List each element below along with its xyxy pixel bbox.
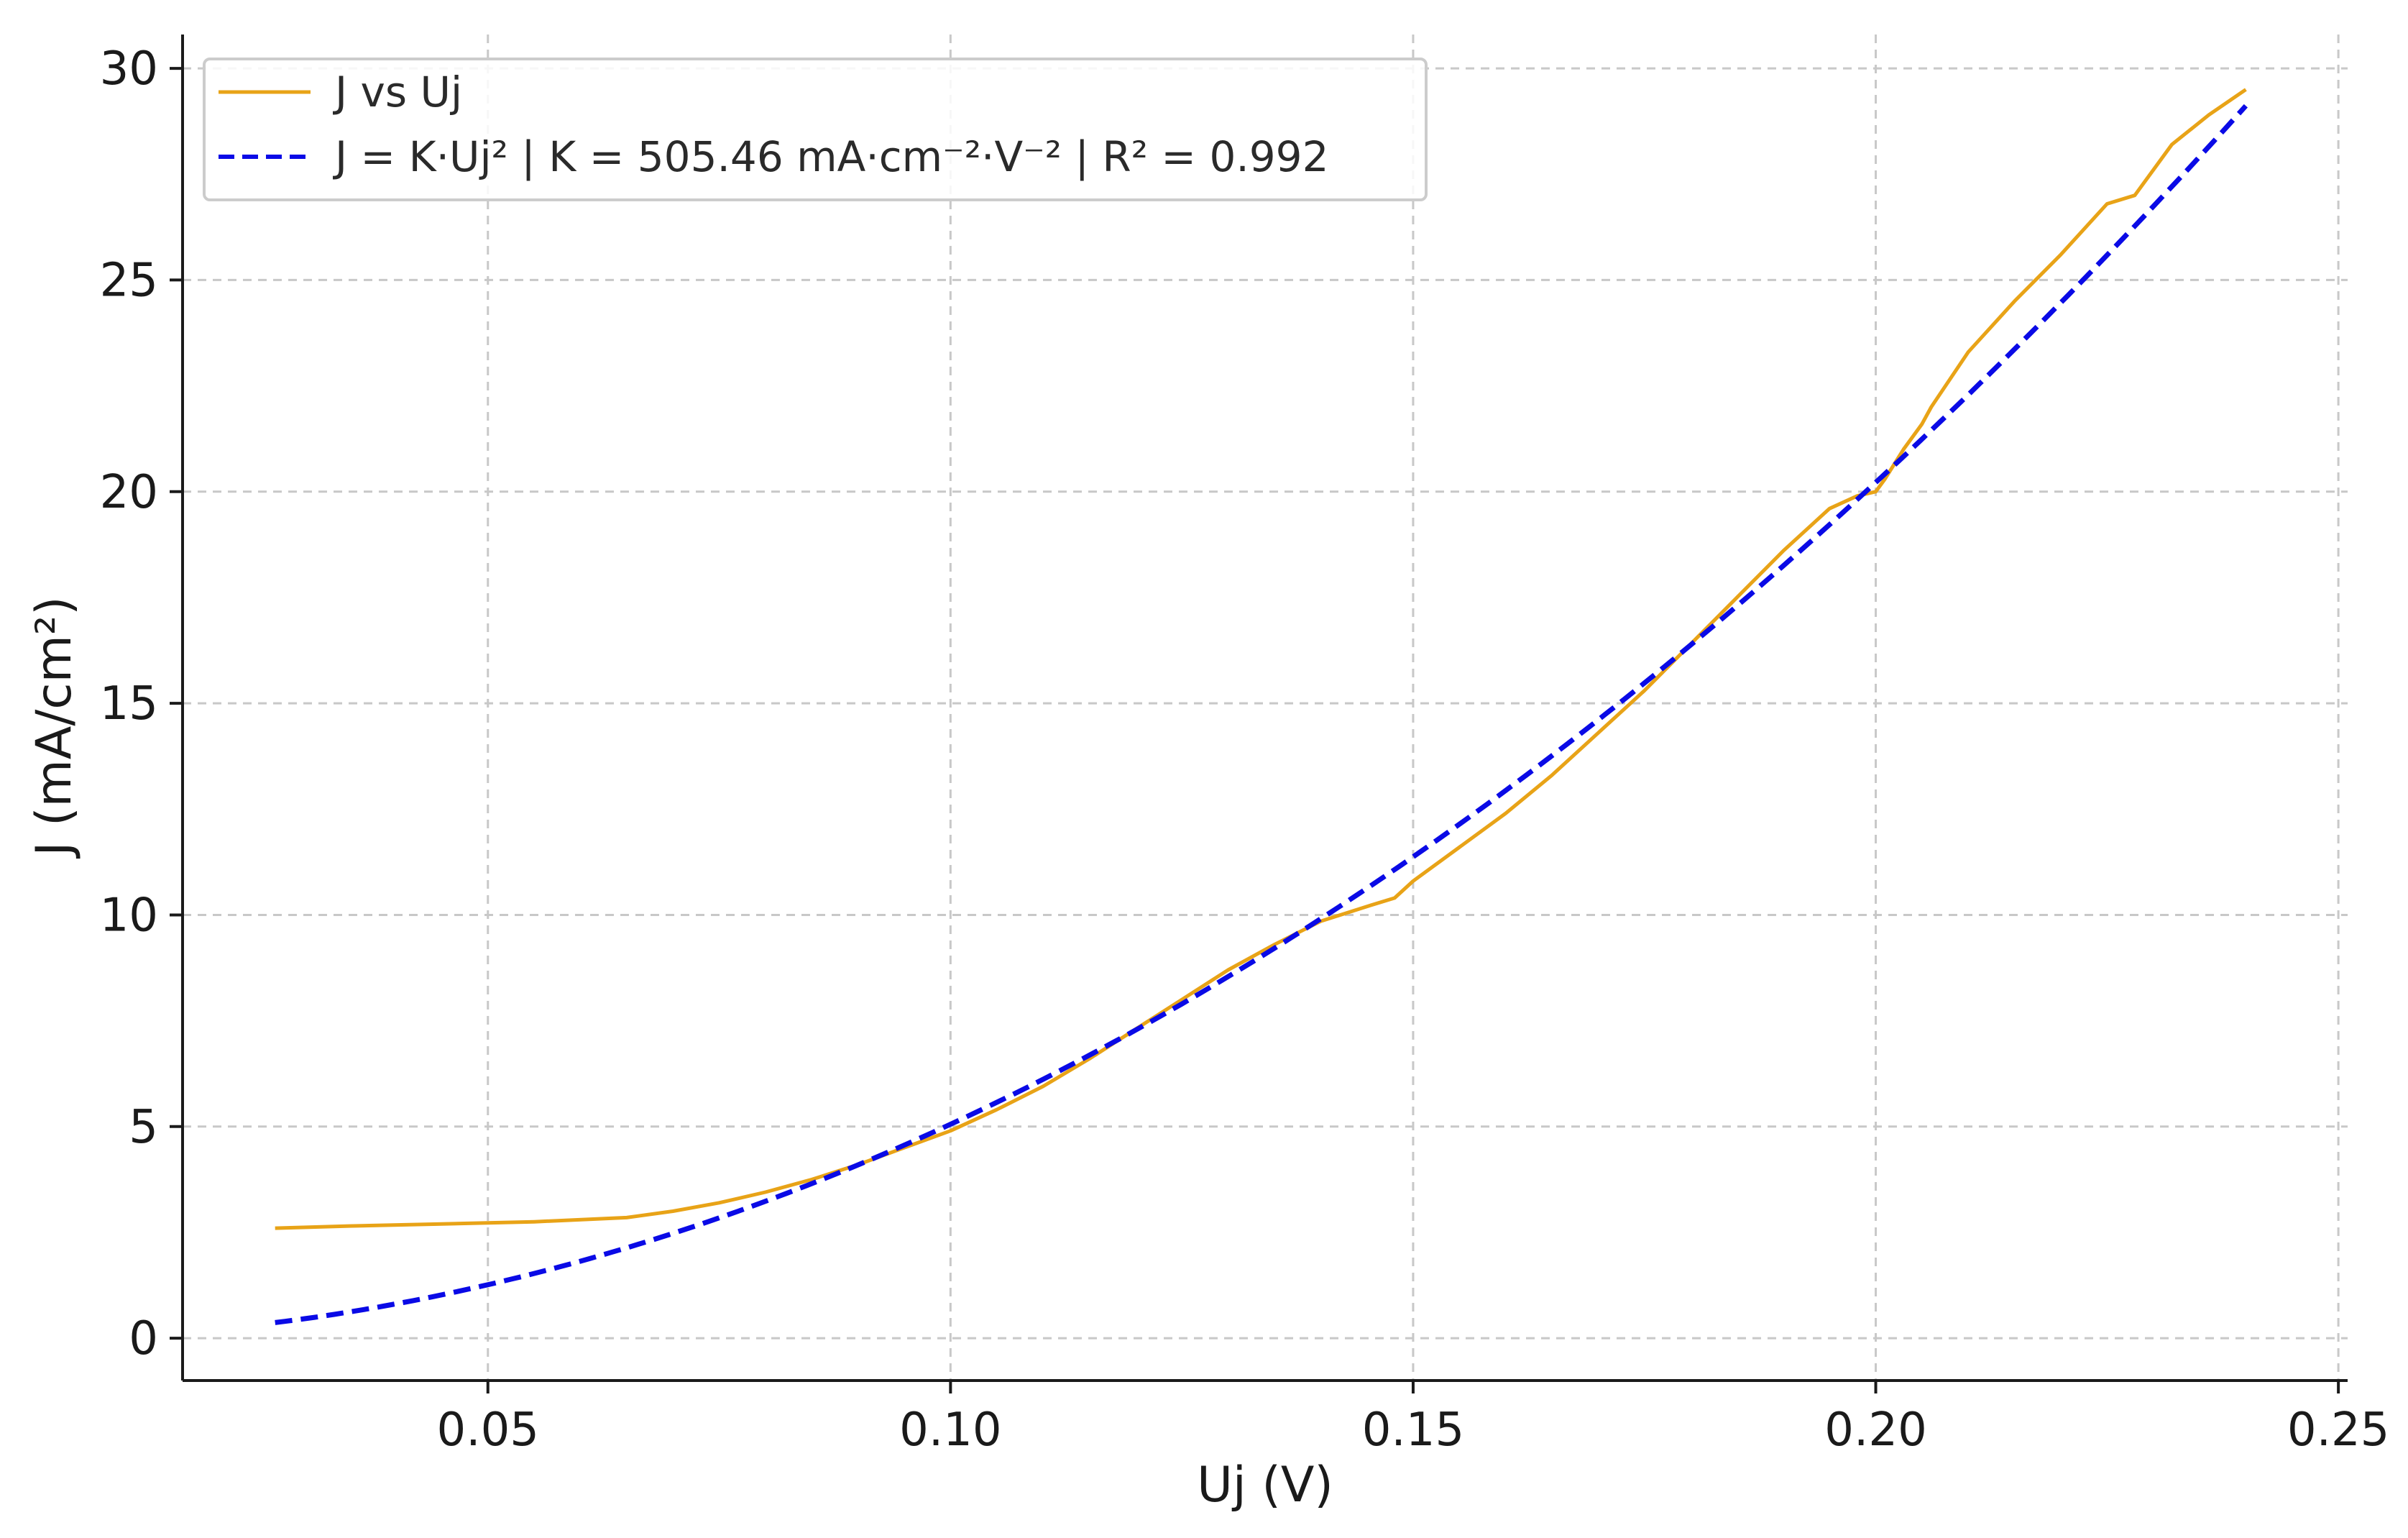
y-tick-label: 10 [100, 889, 158, 942]
series-layer [275, 88, 2248, 1325]
x-tick-label: 0.10 [899, 1404, 1002, 1457]
x-tick-label: 0.05 [437, 1404, 540, 1457]
y-tick-label: 30 [100, 42, 158, 96]
y-tick-label: 25 [100, 254, 158, 307]
y-axis-title: J (mA/cm²) [26, 596, 83, 859]
y-tick-label: 15 [100, 677, 158, 731]
legend-label-fit: J = K·Uj² | K = 505.46 mA·cm⁻²·V⁻² | R² … [333, 132, 1328, 181]
legend: J vs Uj J = K·Uj² | K = 505.46 mA·cm⁻²·V… [203, 58, 1428, 201]
x-tick-label: 0.20 [1824, 1404, 1927, 1457]
legend-label-measured: J vs Uj [333, 68, 462, 116]
y-tick-label: 5 [129, 1101, 158, 1154]
legend-box [203, 58, 1428, 201]
axes [181, 35, 2348, 1382]
x-tick-label: 0.25 [2287, 1404, 2390, 1457]
ticks: 0.05 0.10 0.15 0.20 0.25 0 5 10 15 20 25 30 [100, 42, 2390, 1457]
series-line-fit [275, 104, 2248, 1325]
y-tick-label: 20 [100, 466, 158, 519]
grid [183, 35, 2348, 1381]
x-axis-title: Uj (V) [1197, 1457, 1333, 1514]
x-tick-label: 0.15 [1362, 1404, 1465, 1457]
y-tick-label: 0 [129, 1312, 158, 1365]
series-line-measured [275, 88, 2247, 1230]
